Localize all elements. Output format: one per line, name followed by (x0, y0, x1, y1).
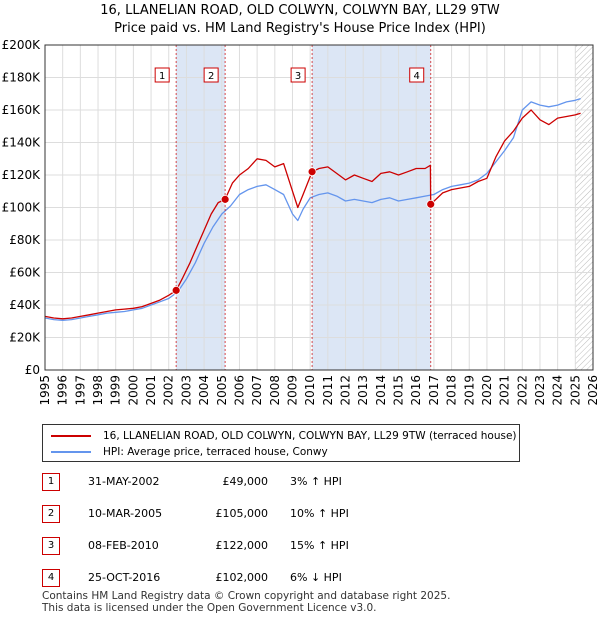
x-tick-label: 2008 (268, 375, 282, 406)
sale-number: 2 (42, 505, 60, 523)
title-line-1: 16, LLANELIAN ROAD, OLD COLWYN, COLWYN B… (100, 3, 500, 18)
x-tick-label: 2005 (215, 375, 229, 406)
x-tick-label: 2000 (126, 375, 140, 406)
sale-hpi-diff: 6% ↓ HPI (290, 571, 342, 584)
y-tick-label: £120K (2, 168, 42, 182)
sale-point (220, 194, 230, 204)
x-tick-label: 2002 (162, 375, 176, 406)
sale-label: 4 (414, 71, 420, 82)
x-tick-label: 2018 (445, 375, 459, 406)
sale-hpi-diff: 10% ↑ HPI (290, 507, 349, 520)
x-tick-label: 2013 (356, 375, 370, 406)
sale-label-box (154, 67, 170, 83)
legend-swatch-property (51, 435, 91, 437)
x-tick-label: 2015 (392, 375, 406, 406)
x-tick-label: 2023 (533, 375, 547, 406)
sale-label: 1 (159, 71, 165, 82)
legend-item-property: 16, LLANELIAN ROAD, OLD COLWYN, COLWYN B… (51, 428, 517, 444)
y-tick-label: £80K (9, 233, 41, 247)
x-tick-label: 2009 (285, 375, 299, 406)
sale-hpi-diff: 3% ↑ HPI (290, 475, 342, 488)
sale-number: 3 (42, 537, 60, 555)
x-tick-label: 2020 (480, 375, 494, 406)
x-tick-label: 2006 (232, 375, 246, 406)
y-tick-label: £140K (2, 136, 42, 150)
footer-line-1: Contains HM Land Registry data © Crown c… (42, 590, 451, 602)
series (45, 97, 581, 322)
sale-label-box (409, 67, 425, 83)
sale-price: £49,000 (222, 475, 269, 488)
sale-price: £105,000 (215, 507, 269, 520)
x-tick-label: 2024 (551, 375, 565, 406)
sale-date: 25-OCT-2016 (88, 571, 161, 584)
sale-date: 31-MAY-2002 (88, 475, 160, 488)
sale-price: £122,000 (215, 539, 269, 552)
sale-markers: 1 2 3 4 (154, 67, 436, 295)
x-tick-label: 2022 (515, 375, 529, 406)
x-tick-label: 1996 (56, 375, 70, 406)
plot-border (44, 44, 594, 371)
x-tick-label: 2025 (568, 375, 582, 406)
y-tick-label: £200K (2, 38, 42, 52)
x-tick-label: 2001 (144, 375, 158, 406)
legend-label-hpi: HPI: Average price, terraced house, Conw… (103, 446, 328, 458)
x-tick-label: 2003 (179, 375, 193, 406)
y-tick-label: £0 (25, 363, 40, 377)
y-tick-label: £100K (2, 201, 42, 215)
legend-label-property: 16, LLANELIAN ROAD, OLD COLWYN, COLWYN B… (103, 430, 517, 442)
x-tick-label: 2021 (498, 375, 512, 406)
y-tick-label: £180K (2, 71, 42, 85)
x-tick-label: 1995 (38, 375, 52, 406)
footer-line-2: This data is licensed under the Open Gov… (42, 602, 377, 614)
x-tick-label: 2017 (427, 375, 441, 406)
legend: 16, LLANELIAN ROAD, OLD COLWYN, COLWYN B… (42, 424, 520, 462)
y-tick-label: £40K (9, 298, 41, 312)
sale-hpi-diff: 15% ↑ HPI (290, 539, 349, 552)
legend-item-hpi: HPI: Average price, terraced house, Conw… (51, 444, 328, 460)
x-tick-label: 2007 (250, 375, 264, 406)
price-chart: £0 £20K £40K £60K £80K £100K £120K £140K £160K £1… (2, 38, 600, 406)
x-tick-label: 2012 (339, 375, 353, 406)
x-tick-label: 1998 (91, 375, 105, 406)
y-tick-label: £160K (2, 103, 42, 117)
sale-number: 4 (42, 569, 60, 587)
sale-date: 08-FEB-2010 (88, 539, 159, 552)
sale-number: 1 (42, 473, 60, 491)
sale-label: 3 (295, 71, 301, 82)
y-tick-label: £20K (9, 331, 41, 345)
tick-labels: £0 £20K £40K £60K £80K £100K £120K £140K £160K £1… (2, 38, 600, 406)
sale-point (307, 167, 317, 177)
sale-point (171, 285, 181, 295)
x-tick-label: 1997 (73, 375, 87, 406)
x-tick-label: 2014 (374, 375, 388, 406)
x-tick-label: 2026 (586, 375, 600, 406)
plot-frame (44, 44, 594, 371)
x-tick-label: 2004 (197, 375, 211, 406)
chart-title: 16, LLANELIAN ROAD, OLD COLWYN, COLWYN B… (0, 2, 600, 38)
series-line-property (45, 109, 581, 320)
footer: Contains HM Land Registry data © Crown c… (42, 590, 450, 614)
sale-point (426, 199, 436, 209)
y-tick-label: £60K (9, 266, 41, 280)
x-tick-label: 2011 (321, 375, 335, 406)
sale-price: £102,000 (215, 571, 269, 584)
x-tick-label: 1999 (109, 375, 123, 406)
sale-label-box (290, 67, 306, 83)
x-tick-label: 2019 (462, 375, 476, 406)
sale-date: 10-MAR-2005 (88, 507, 163, 520)
legend-swatch-hpi (51, 451, 91, 453)
x-tick-label: 2010 (303, 375, 317, 406)
x-tick-label: 2016 (409, 375, 423, 406)
sale-label-box (203, 67, 219, 83)
title-line-2: Price paid vs. HM Land Registry's House … (114, 21, 486, 36)
sale-label: 2 (208, 71, 214, 82)
